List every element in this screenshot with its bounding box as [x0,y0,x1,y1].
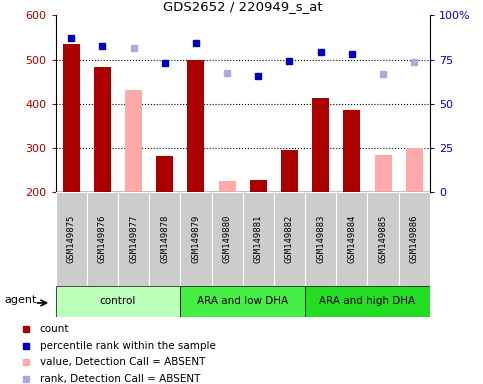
Bar [305,192,336,286]
Bar [118,192,149,286]
Text: GSM149875: GSM149875 [67,215,76,263]
Bar [180,286,305,317]
Text: GSM149886: GSM149886 [410,215,419,263]
Text: control: control [100,296,136,306]
Bar [305,286,430,317]
Bar [94,67,111,192]
Text: GSM149877: GSM149877 [129,215,138,263]
Text: GSM149881: GSM149881 [254,215,263,263]
Bar [398,192,430,286]
Bar [374,156,392,192]
Text: rank, Detection Call = ABSENT: rank, Detection Call = ABSENT [40,374,200,384]
Bar [87,192,118,286]
Text: GSM149883: GSM149883 [316,215,325,263]
Title: GDS2652 / 220949_s_at: GDS2652 / 220949_s_at [163,0,323,13]
Bar [343,110,360,192]
Bar [56,286,180,317]
Text: GSM149882: GSM149882 [285,215,294,263]
Bar [63,44,80,192]
Bar [368,192,398,286]
Bar [149,192,180,286]
Bar [250,180,267,192]
Text: GSM149879: GSM149879 [191,215,200,263]
Bar [187,60,204,192]
Text: GSM149878: GSM149878 [160,215,169,263]
Bar [218,181,236,192]
Bar [406,148,423,192]
Text: count: count [40,324,69,334]
Text: value, Detection Call = ABSENT: value, Detection Call = ABSENT [40,358,205,367]
Text: ARA and low DHA: ARA and low DHA [197,296,288,306]
Text: GSM149880: GSM149880 [223,215,232,263]
Bar [281,150,298,192]
Text: GSM149876: GSM149876 [98,215,107,263]
Text: GSM149884: GSM149884 [347,215,356,263]
Text: ARA and high DHA: ARA and high DHA [319,296,415,306]
Text: GSM149885: GSM149885 [379,215,387,263]
Bar [212,192,242,286]
Bar [156,156,173,192]
Bar [312,98,329,192]
Bar [242,192,274,286]
Bar [180,192,212,286]
Text: percentile rank within the sample: percentile rank within the sample [40,341,215,351]
Text: agent: agent [4,295,37,305]
Bar [56,192,87,286]
Bar [336,192,368,286]
Bar [125,91,142,192]
Bar [274,192,305,286]
